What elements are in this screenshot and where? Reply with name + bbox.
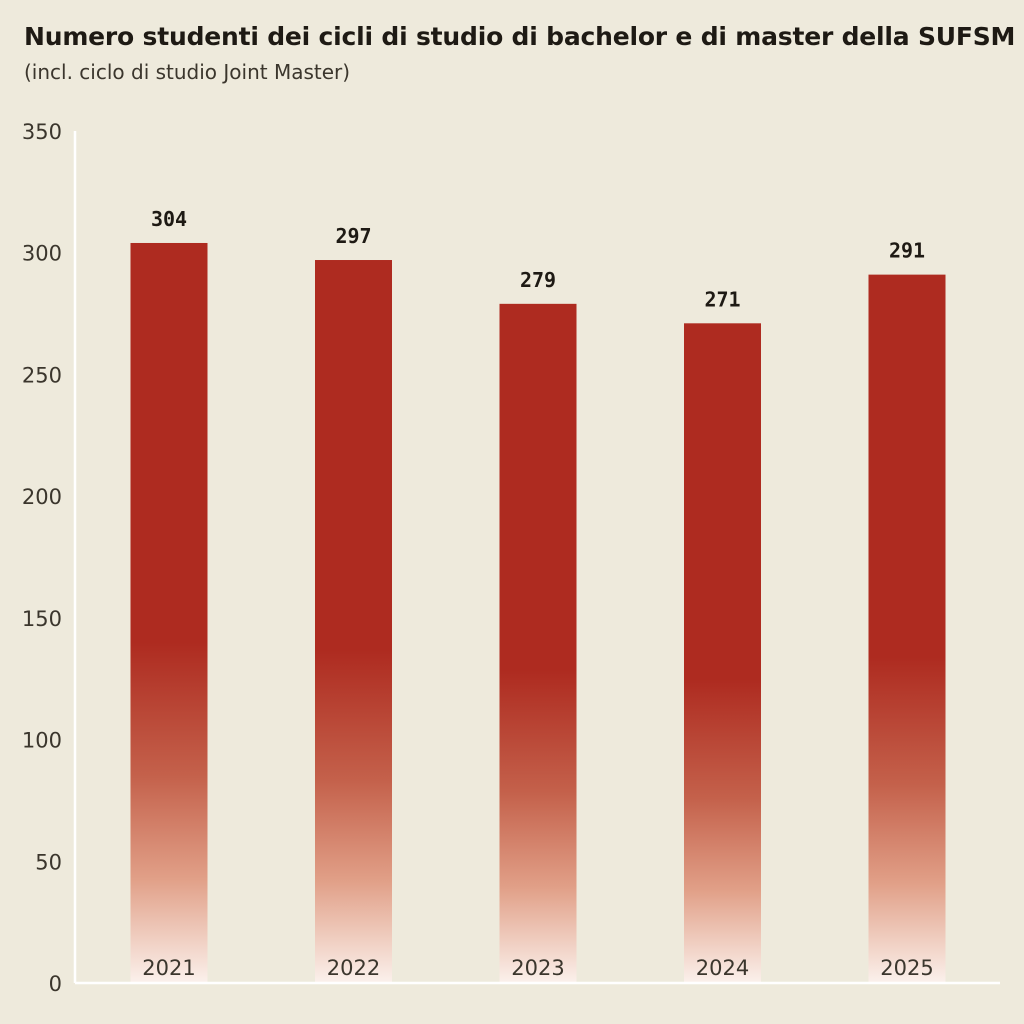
y-tick-label: 100 — [22, 729, 62, 753]
x-category-label: 2023 — [511, 956, 564, 980]
value-label: 271 — [704, 287, 740, 311]
y-tick-label: 200 — [22, 485, 62, 509]
y-tick-label: 50 — [35, 850, 62, 874]
y-tick-label: 150 — [22, 607, 62, 631]
bar — [130, 242, 208, 983]
value-label: 291 — [889, 239, 925, 263]
y-axis: 0 50 100 150 200 250 300 350 — [22, 120, 77, 996]
bar — [868, 274, 946, 983]
value-label: 279 — [520, 268, 556, 292]
chart-subtitle: (incl. ciclo di studio Joint Master) — [24, 60, 351, 84]
y-tick-label: 300 — [22, 242, 62, 266]
bars: 304 297 279 271 291 — [130, 207, 946, 983]
x-category-label: 2024 — [696, 956, 749, 980]
chart-title: Numero studenti dei cicli di studio di b… — [24, 22, 1016, 51]
y-tick-label: 350 — [22, 120, 62, 144]
y-tick-label: 250 — [22, 363, 62, 387]
x-category-label: 2022 — [327, 956, 380, 980]
x-category-label: 2025 — [880, 956, 933, 980]
y-tick-label: 0 — [49, 972, 62, 996]
value-label: 304 — [151, 207, 187, 231]
bar — [499, 303, 577, 983]
bar — [315, 260, 392, 983]
x-axis: 2021 2022 2023 2024 2025 — [75, 956, 1000, 985]
value-label: 297 — [335, 224, 371, 248]
x-category-label: 2021 — [142, 956, 195, 980]
bar — [684, 323, 761, 983]
